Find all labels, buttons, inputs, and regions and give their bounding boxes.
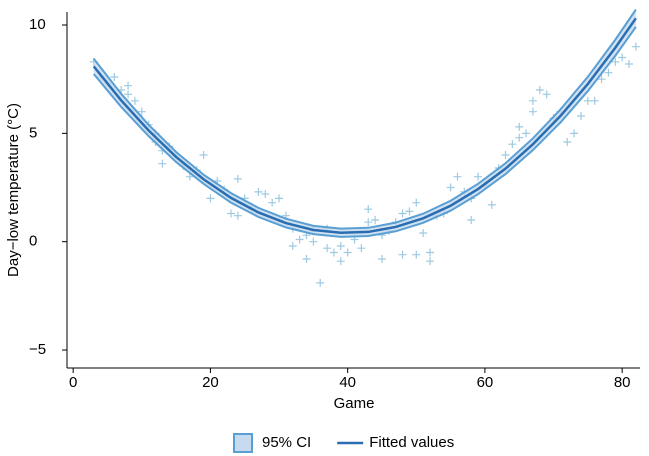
- x-tick-label: 60: [477, 374, 494, 391]
- scatter-point: [528, 96, 537, 105]
- scatter-point: [611, 57, 620, 66]
- y-tick-label: 0: [29, 233, 37, 250]
- scatter-point: [336, 257, 345, 266]
- scatter-point: [563, 138, 572, 147]
- scatter-point: [261, 190, 270, 199]
- scatter-point: [302, 255, 311, 264]
- scatter-point: [508, 140, 517, 149]
- scatter-point: [625, 60, 634, 69]
- scatter-point: [570, 129, 579, 138]
- scatter-point: [597, 75, 606, 84]
- scatter-point: [323, 244, 332, 253]
- scatter-point: [130, 96, 139, 105]
- scatter-point: [522, 129, 531, 138]
- scatter-point: [137, 107, 146, 116]
- y-tick-label: 10: [29, 16, 46, 33]
- scatter-point: [474, 172, 483, 181]
- scatter-point: [124, 90, 133, 99]
- scatter-point: [576, 112, 585, 121]
- scatter-point: [357, 244, 366, 253]
- scatter-point: [426, 257, 435, 266]
- scatter-point: [336, 242, 345, 251]
- x-tick-label: 80: [614, 374, 631, 391]
- scatter-point: [343, 248, 352, 257]
- scatter-point: [583, 96, 592, 105]
- scatter-point: [419, 229, 428, 238]
- scatter-point: [199, 151, 208, 160]
- scatter-point: [398, 250, 407, 259]
- scatter-point: [371, 216, 380, 225]
- scatter-point: [604, 68, 613, 77]
- scatter-point: [467, 216, 476, 225]
- scatter-point: [329, 248, 338, 257]
- scatter-point: [254, 187, 263, 196]
- scatter-point: [364, 205, 373, 214]
- y-tick-label: −5: [29, 341, 46, 358]
- scatter-point: [268, 198, 277, 207]
- scatter-point: [542, 90, 551, 99]
- scatter-point: [227, 209, 236, 218]
- legend-label: 95% CI: [262, 434, 311, 451]
- y-axis-label: Day−low temperature (°C): [5, 103, 22, 277]
- x-axis-label: Game: [334, 395, 375, 412]
- scatter-point: [206, 194, 215, 203]
- y-tick-label: 5: [29, 124, 37, 141]
- scatter-point: [316, 278, 325, 287]
- scatter-point: [487, 200, 496, 209]
- x-tick-label: 20: [202, 374, 219, 391]
- scatter-point: [124, 81, 133, 90]
- scatter-point: [426, 248, 435, 257]
- scatter-point: [590, 96, 599, 105]
- scatter-point: [501, 151, 510, 160]
- ci-upper: [92, 9, 637, 230]
- scatter-point: [275, 194, 284, 203]
- scatter-point: [631, 42, 640, 51]
- scatter-point: [412, 198, 421, 207]
- scatter-point: [309, 237, 318, 246]
- scatter-point: [405, 207, 414, 216]
- scatter-point: [295, 235, 304, 244]
- scatter-point: [535, 86, 544, 95]
- scatter-point: [528, 107, 537, 116]
- scatter-point: [453, 172, 462, 181]
- scatter-point: [233, 174, 242, 183]
- scatter-point: [398, 209, 407, 218]
- scatter-point: [446, 183, 455, 192]
- scatter-point: [158, 159, 167, 168]
- scatter-point: [233, 211, 242, 220]
- scatter-point: [412, 250, 421, 259]
- legend-swatch: [233, 433, 253, 453]
- ci-lower: [92, 26, 637, 238]
- scatter-point: [364, 218, 373, 227]
- scatter-point: [110, 73, 119, 82]
- legend-label: Fitted values: [369, 434, 454, 451]
- scatter-point: [515, 122, 524, 131]
- scatter-point: [377, 255, 386, 264]
- x-tick-label: 0: [69, 374, 77, 391]
- scatter-point: [515, 133, 524, 142]
- x-tick-label: 40: [339, 374, 356, 391]
- scatter-point: [288, 242, 297, 251]
- scatter-point: [618, 53, 627, 62]
- fitted-line: [92, 17, 637, 235]
